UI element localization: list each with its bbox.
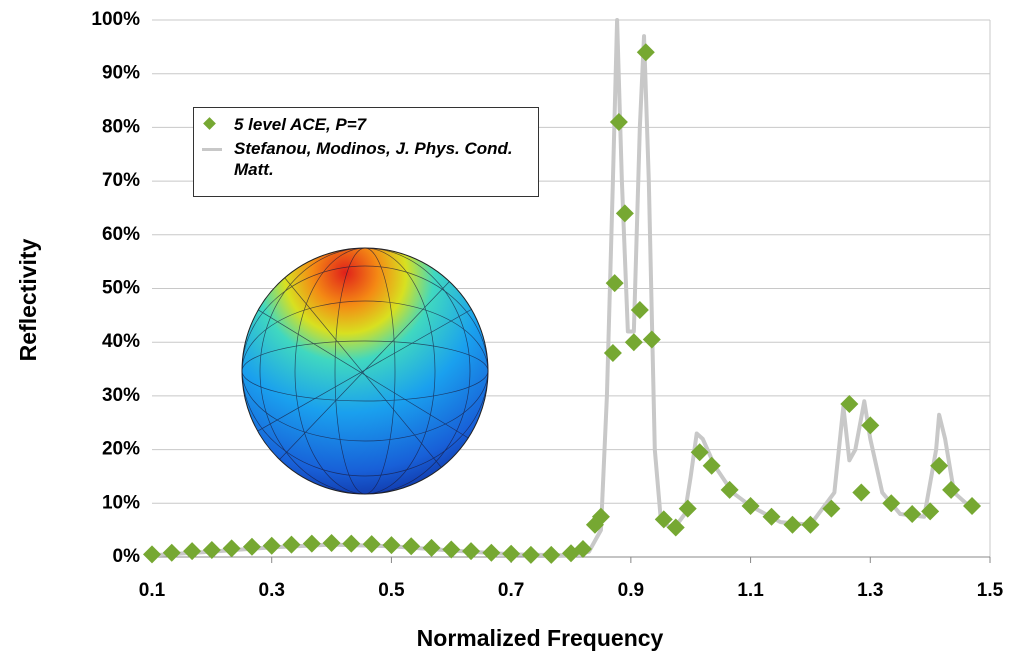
marker [942, 480, 961, 499]
legend-symbol [203, 117, 216, 130]
y-tick-label: 100% [91, 9, 140, 30]
marker [930, 456, 949, 475]
marker [822, 499, 841, 518]
y-tick-label: 90% [102, 63, 140, 84]
marker [542, 545, 561, 564]
marker [642, 330, 661, 349]
y-tick-label: 70% [102, 170, 140, 191]
y-tick-label: 20% [102, 439, 140, 460]
y-axis-title: Reflectivity [15, 238, 41, 361]
marker [591, 507, 610, 526]
marker [521, 545, 540, 564]
marker [362, 535, 381, 554]
y-tick-label: 80% [102, 116, 140, 137]
marker [162, 543, 181, 562]
marker [720, 480, 739, 499]
marker [921, 502, 940, 521]
marker [624, 333, 643, 352]
y-tick-label: 30% [102, 385, 140, 406]
x-tick-label: 1.5 [977, 580, 1004, 601]
marker [302, 534, 321, 553]
marker [840, 394, 859, 413]
legend-entry: 5 level ACE, P=7 [234, 115, 367, 134]
marker [282, 535, 301, 554]
legend-symbol [202, 148, 222, 151]
marker [615, 204, 634, 223]
x-tick-label: 1.3 [857, 580, 883, 601]
marker [882, 494, 901, 513]
marker [603, 343, 622, 362]
y-tick-label: 0% [113, 546, 141, 567]
y-tick-label: 60% [102, 224, 140, 245]
sphere-illustration [241, 247, 489, 495]
marker [402, 537, 421, 556]
marker [963, 496, 982, 515]
marker [462, 542, 481, 561]
marker [605, 274, 624, 293]
x-axis-title: Normalized Frequency [417, 625, 664, 651]
marker [422, 538, 441, 557]
marker [702, 456, 721, 475]
marker [322, 534, 341, 553]
marker [609, 113, 628, 132]
legend-entry: Stefanou, Modinos, J. Phys. Cond. Matt. [234, 139, 513, 179]
marker [382, 536, 401, 555]
marker [690, 443, 709, 462]
y-tick-label: 50% [102, 278, 140, 299]
marker [654, 510, 673, 529]
y-tick-label: 10% [102, 492, 140, 513]
x-tick-label: 0.3 [259, 580, 285, 601]
marker [143, 545, 161, 564]
marker [636, 43, 655, 62]
marker [442, 540, 461, 559]
marker [666, 518, 685, 537]
x-tick-label: 0.7 [498, 580, 524, 601]
marker [202, 541, 221, 560]
marker [502, 544, 521, 563]
marker [852, 483, 871, 502]
marker [222, 539, 241, 558]
marker [801, 515, 820, 534]
marker [183, 542, 202, 561]
x-tick-label: 0.9 [618, 580, 644, 601]
marker [482, 543, 501, 562]
marker [861, 416, 880, 435]
x-tick-label: 0.5 [378, 580, 405, 601]
marker [262, 536, 281, 555]
x-tick-label: 1.1 [737, 580, 764, 601]
legend: 5 level ACE, P=7 Stefanou, Modinos, J. Ph… [193, 107, 539, 197]
marker [342, 534, 361, 553]
marker [573, 539, 592, 558]
marker [903, 505, 922, 524]
marker [762, 507, 781, 526]
x-tick-label: 0.1 [139, 580, 166, 601]
marker [741, 496, 760, 515]
marker [783, 515, 802, 534]
marker [678, 499, 697, 518]
y-tick-label: 40% [102, 331, 140, 352]
marker [242, 537, 261, 556]
marker [630, 300, 649, 319]
